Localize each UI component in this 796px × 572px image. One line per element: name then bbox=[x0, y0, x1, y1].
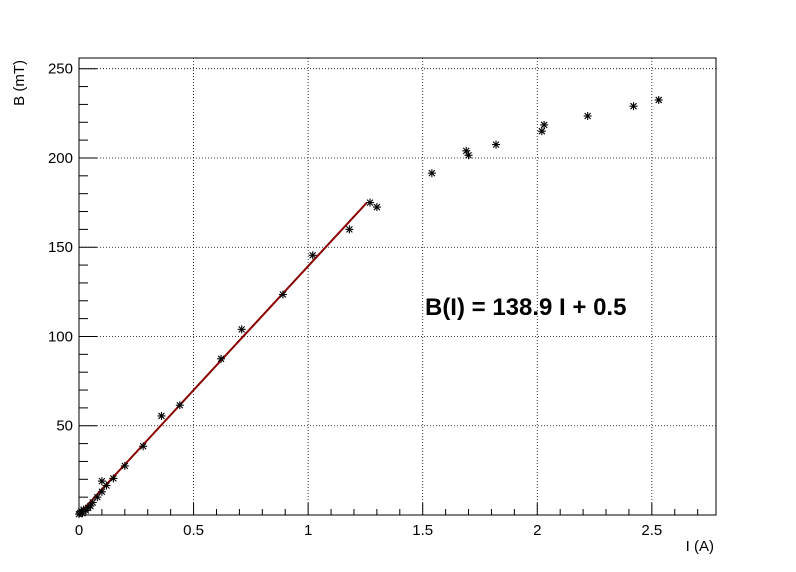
data-point bbox=[464, 151, 473, 160]
data-point bbox=[93, 493, 102, 502]
data-point bbox=[654, 95, 663, 104]
data-point bbox=[175, 401, 184, 410]
data-point bbox=[540, 120, 549, 129]
marker-stroke bbox=[538, 127, 546, 135]
marker-stroke bbox=[373, 203, 381, 211]
marker-stroke bbox=[109, 475, 117, 482]
marker-stroke bbox=[139, 442, 147, 450]
data-point bbox=[278, 290, 287, 299]
data-point bbox=[492, 140, 501, 149]
data-point bbox=[345, 225, 354, 234]
x-tick-label: 2.5 bbox=[641, 522, 662, 539]
marker-stroke bbox=[584, 112, 592, 120]
marker-stroke bbox=[98, 488, 106, 496]
data-point bbox=[537, 127, 546, 136]
data-point bbox=[372, 203, 381, 212]
plot-frame bbox=[78, 57, 717, 516]
y-tick-label: 200 bbox=[48, 150, 73, 167]
marker-stroke bbox=[540, 121, 548, 129]
marker-stroke bbox=[279, 291, 287, 298]
x-tick-label: 2 bbox=[533, 522, 541, 539]
marker-stroke bbox=[121, 462, 129, 470]
marker-stroke bbox=[217, 355, 225, 363]
data-point bbox=[217, 354, 226, 363]
marker-stroke bbox=[238, 325, 246, 333]
y-tick-label: 50 bbox=[56, 418, 73, 435]
data-point bbox=[629, 102, 638, 111]
marker-stroke bbox=[428, 169, 436, 177]
x-tick-label: 0 bbox=[75, 522, 83, 539]
marker-stroke bbox=[345, 225, 353, 233]
marker-stroke bbox=[176, 401, 184, 409]
data-point bbox=[102, 481, 111, 490]
y-tick-label: 250 bbox=[48, 61, 73, 78]
data-point bbox=[139, 442, 148, 451]
x-tick-label: 0.5 bbox=[183, 522, 204, 539]
marker-stroke bbox=[492, 141, 500, 148]
data-point bbox=[97, 487, 106, 496]
data-points bbox=[75, 95, 663, 519]
y-tick-label: 150 bbox=[48, 239, 73, 256]
marker-stroke bbox=[98, 477, 106, 485]
x-tick-labels: 0 0.5 1 1.5 2 2.5 bbox=[75, 522, 662, 539]
x-tick-label: 1.5 bbox=[412, 522, 433, 539]
marker-stroke bbox=[655, 96, 663, 104]
marker-stroke bbox=[309, 251, 317, 259]
marker-stroke bbox=[462, 147, 470, 155]
data-point bbox=[237, 325, 246, 334]
marker-stroke bbox=[103, 482, 110, 489]
fit-equation-annotation: B(I) = 138.9 I + 0.5 bbox=[425, 294, 626, 321]
x-axis-title: I (A) bbox=[686, 538, 714, 555]
x-tick-label: 1 bbox=[304, 522, 312, 539]
data-point bbox=[308, 251, 317, 260]
marker-stroke bbox=[366, 199, 374, 206]
data-point bbox=[157, 411, 166, 420]
data-point bbox=[366, 198, 375, 207]
marker-stroke bbox=[158, 412, 165, 420]
data-point bbox=[583, 112, 592, 121]
marker-stroke bbox=[465, 151, 472, 159]
tick-marks bbox=[78, 68, 699, 515]
grid bbox=[79, 58, 716, 515]
y-tick-labels: 50 100 150 200 250 bbox=[48, 61, 73, 435]
marker-stroke bbox=[630, 102, 637, 110]
data-point bbox=[427, 169, 436, 178]
y-axis-title: B (mT) bbox=[11, 60, 28, 106]
y-tick-label: 100 bbox=[48, 328, 73, 345]
data-point bbox=[109, 474, 118, 483]
data-point bbox=[120, 461, 129, 470]
